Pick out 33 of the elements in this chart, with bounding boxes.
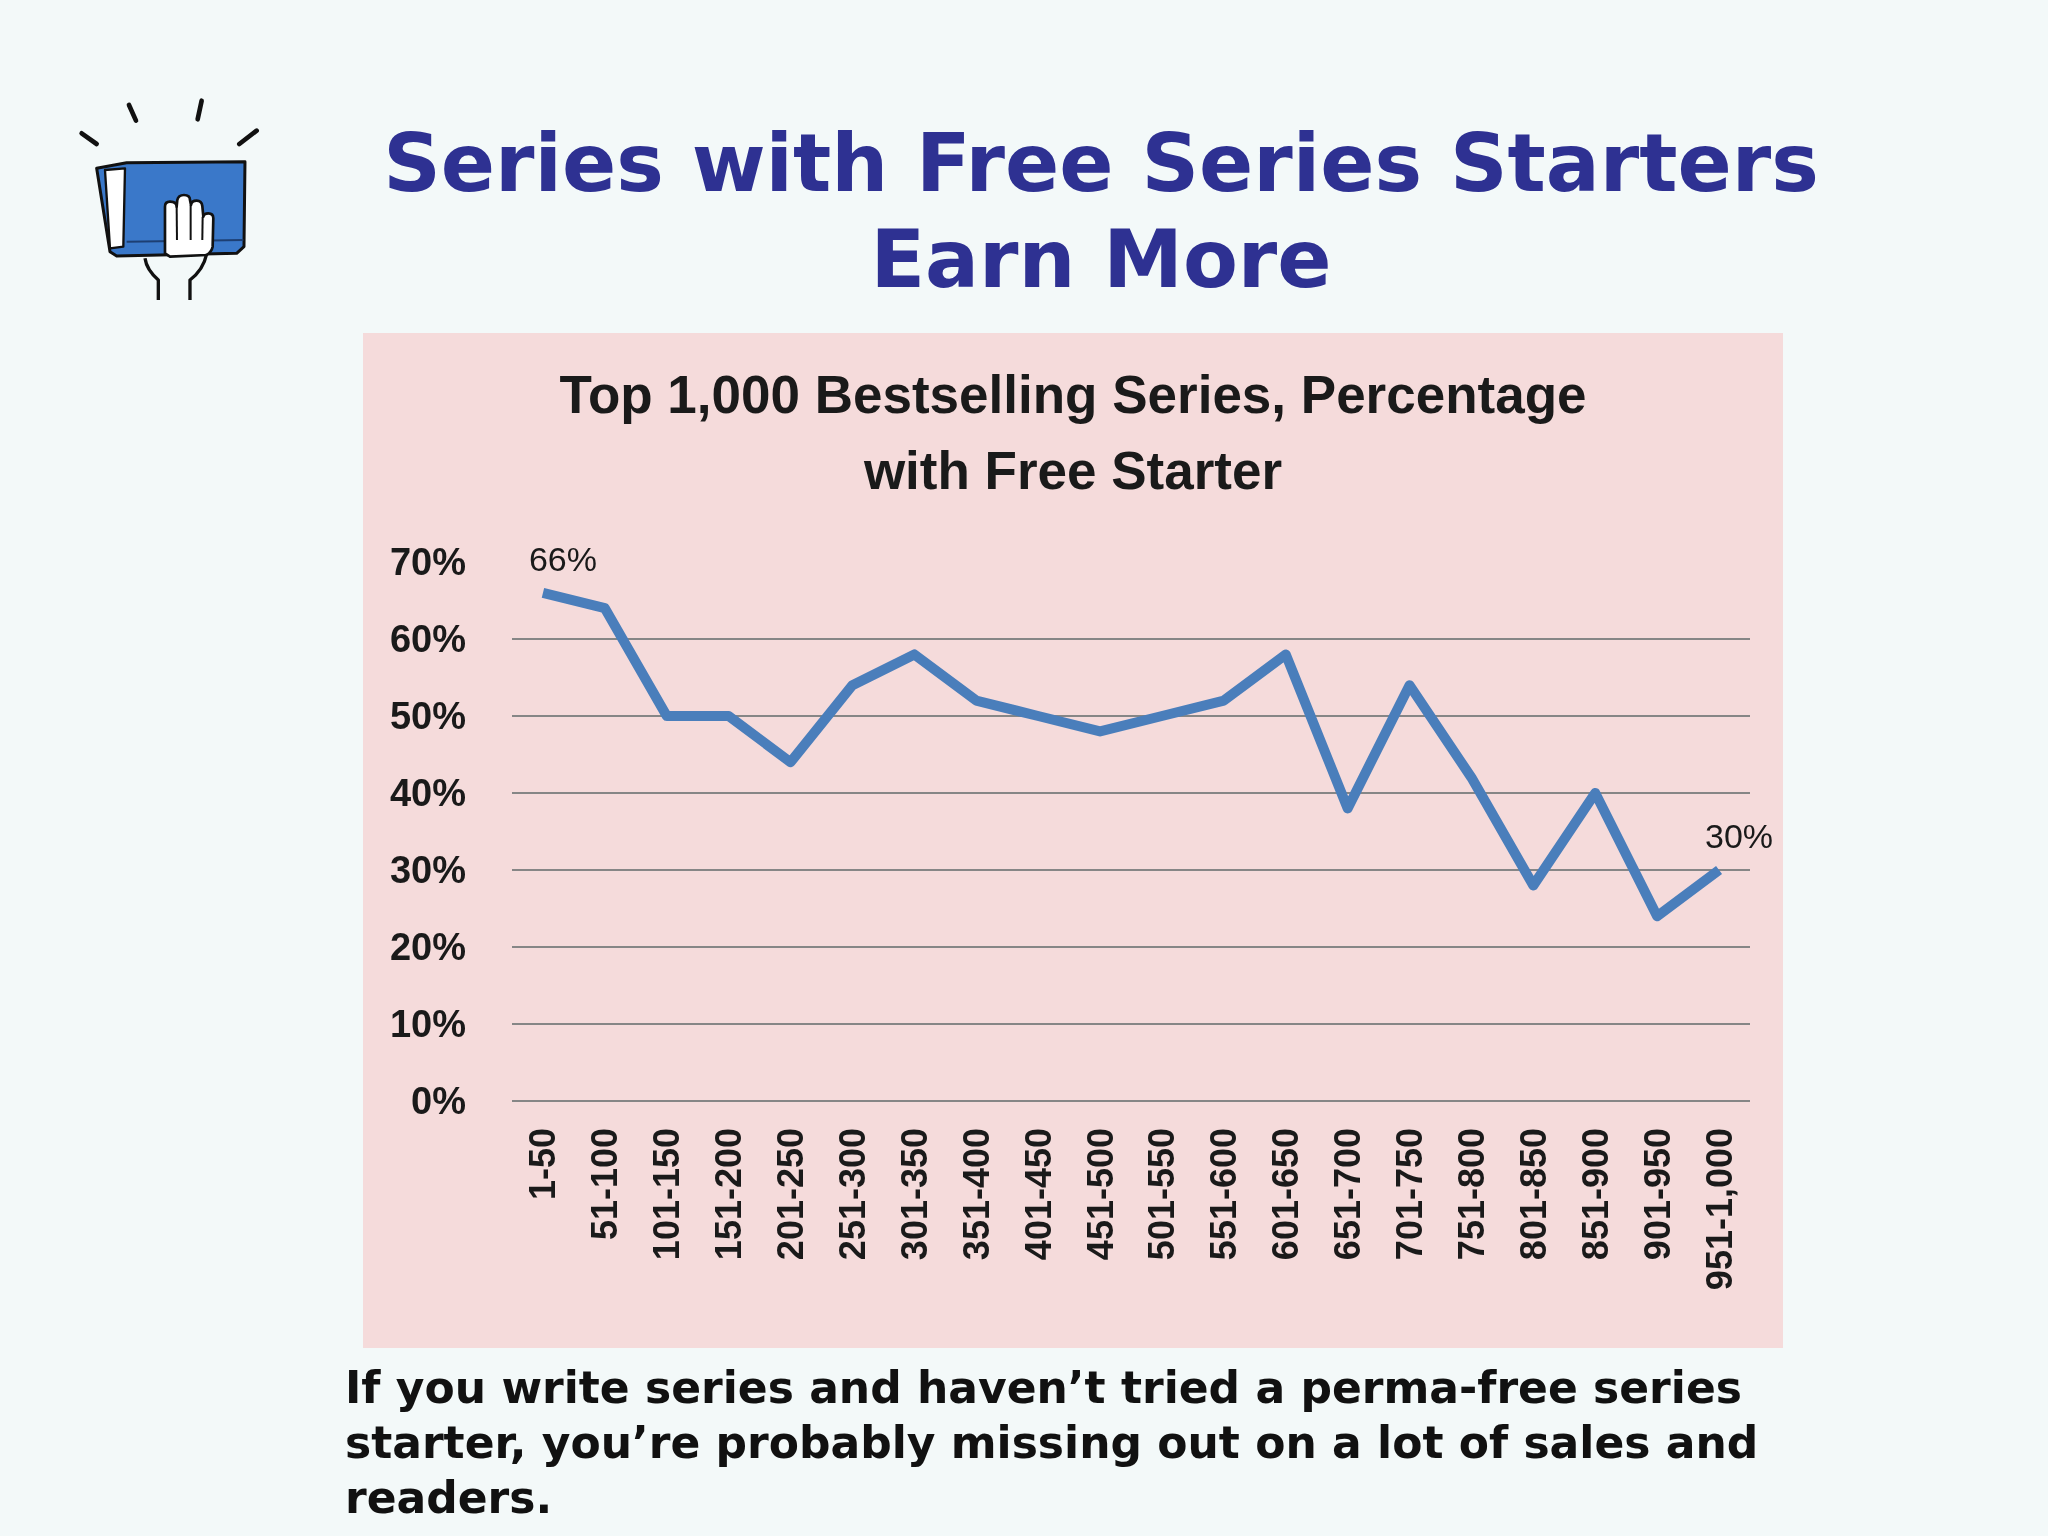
x-tick-label: 501-550 [1141, 1128, 1183, 1261]
y-tick-label: 40% [389, 772, 466, 814]
x-tick-label: 551-600 [1203, 1128, 1245, 1261]
x-tick-label: 101-150 [646, 1128, 688, 1261]
x-tick-label: 801-850 [1512, 1128, 1554, 1261]
x-tick-label: 601-650 [1265, 1128, 1307, 1261]
y-tick-label: 20% [389, 926, 466, 968]
y-tick-label: 30% [389, 849, 466, 891]
x-tick-label: 401-450 [1017, 1128, 1059, 1261]
y-tick-label: 60% [389, 618, 466, 660]
x-tick-label: 1-50 [522, 1128, 564, 1201]
x-tick-label: 451-500 [1079, 1128, 1121, 1261]
y-tick-label: 10% [389, 1003, 466, 1045]
x-tick-label: 751-800 [1450, 1128, 1492, 1261]
x-tick-label: 701-750 [1389, 1128, 1431, 1261]
y-tick-label: 0% [411, 1080, 466, 1122]
chart-title: Series with Free Series Starters Earn More [383, 116, 1819, 306]
x-tick-label: 151-200 [708, 1128, 750, 1261]
x-tick-label: 201-250 [770, 1128, 812, 1261]
x-tick-label: 301-350 [893, 1128, 935, 1261]
x-tick-label: 251-300 [831, 1128, 873, 1261]
x-tick-label: 901-950 [1636, 1128, 1678, 1261]
x-tick-label: 51-100 [584, 1128, 626, 1241]
x-tick-label: 951-1,000 [1698, 1128, 1740, 1291]
chart-subtitle: Top 1,000 Bestselling Series, Percentage with Free Starter [559, 364, 1587, 500]
data-label: 30% [1705, 817, 1774, 855]
x-tick-label: 851-900 [1574, 1128, 1616, 1261]
text: If you write series and haven’t tried a perma-free series starter, you’re probably missing out on a lot of sales and readers. [345, 1361, 1759, 1523]
x-tick-label: 351-400 [955, 1128, 997, 1261]
y-tick-label: 50% [389, 695, 466, 737]
y-tick-label: 70% [389, 541, 466, 583]
x-tick-label: 651-700 [1327, 1128, 1369, 1261]
data-label: 66% [528, 539, 597, 578]
